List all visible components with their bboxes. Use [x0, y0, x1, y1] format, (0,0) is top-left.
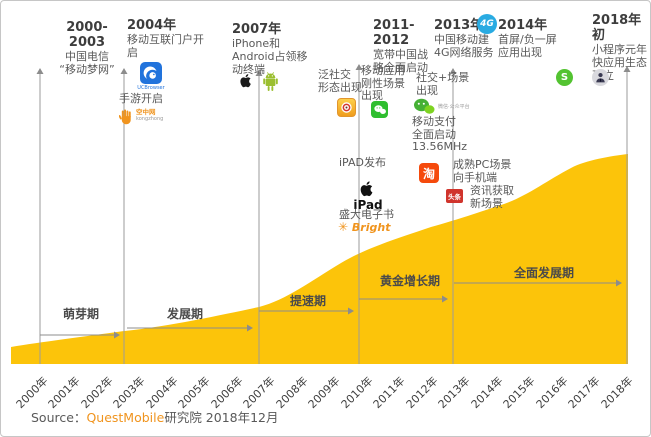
rigid-scene-note: 移动应用 刚性场景 出现: [361, 64, 405, 102]
era-2004: 2004年 移动互联门户开启: [127, 18, 211, 59]
source-prefix: Source：: [31, 410, 87, 425]
era-2018: 2018年初 小程序元年快应用生态建立: [592, 13, 650, 82]
hand-icon: [119, 109, 131, 125]
wechat-icon: [371, 101, 388, 118]
miniprogram-icon: S: [556, 69, 573, 86]
era-year: 2018年初: [592, 13, 642, 43]
wechat-platform-caption: 微信·公众平台: [438, 104, 470, 110]
miniprogram-icon-label: S: [560, 72, 569, 83]
apple-icon: [238, 71, 254, 89]
shanda-ebook-note: 盛大电子书: [339, 208, 394, 221]
kongzhong-logo: 空中网 kongzhong: [119, 109, 163, 125]
uc-browser-icon: [140, 62, 162, 84]
era-desc: 中国电信 “移动梦网”: [59, 50, 115, 76]
phase-label-3: 提速期: [289, 294, 326, 308]
pan-social-note: 泛社交 形态出现: [318, 68, 362, 94]
era-year: 2011-2012: [373, 18, 415, 48]
era-2000-2003: 2000-2003 中国电信 “移动梦网”: [49, 20, 125, 76]
uc-browser-label: UCBrowser: [137, 85, 165, 91]
era-year: 2000-2003: [66, 20, 108, 50]
era-year: 2007年: [232, 22, 282, 37]
era-desc: 中国移动建4G网络服务: [434, 33, 494, 59]
mobile-games-note: 手游开启: [119, 92, 163, 105]
era-2014: 2014年 首屏/负一屏应用出现: [498, 18, 564, 59]
era-2013: 2013年 中国移动建4G网络服务: [434, 18, 496, 59]
taobao-icon-label: 淘: [422, 166, 435, 181]
kongzhong-en-label: kongzhong: [136, 116, 164, 122]
era-year: 2004年: [127, 18, 177, 33]
sun-icon: ✳: [338, 220, 349, 234]
kongzhong-cn-label: 空中网: [136, 108, 156, 116]
pc-to-mobile-note: 成熟PC场景 向手机端: [453, 158, 512, 184]
ipad-label: iPad: [353, 198, 383, 212]
toutiao-icon-label: 头条: [448, 193, 461, 201]
era-year: 2013年: [434, 18, 484, 33]
era-year: 2014年: [498, 18, 548, 33]
news-scene-note: 资讯获取 新场景: [470, 184, 514, 210]
era-2007: 2007年iPhone和Android占领移动终端: [232, 22, 312, 76]
taobao-icon: 淘: [419, 163, 439, 183]
source-suffix: 研究院 2018年12月: [164, 410, 279, 425]
apple-icon: [358, 178, 376, 198]
era-desc: 宽带中国战略全面启动: [373, 48, 428, 74]
era-desc: 移动互联门户开启: [127, 33, 204, 59]
bright-logo: ✳ Bright: [338, 220, 390, 234]
phase-label-1: 萌芽期: [62, 307, 99, 321]
person-icon: [592, 69, 609, 86]
toutiao-icon: 头条: [446, 189, 463, 203]
4g-icon-label: 4G: [480, 19, 494, 29]
era-desc: 首屏/负一屏应用出现: [498, 33, 557, 59]
era-2011-2012: 2011-2012 宽带中国战略全面启动: [373, 18, 433, 74]
weibo-icon: [337, 98, 356, 117]
era-desc: iPhone和Android占领移动终端: [232, 37, 308, 76]
source-line: Source：QuestMobile研究院 2018年12月: [31, 407, 279, 426]
mobile-payment-note: 移动支付 全面启动 13.56MHz: [412, 115, 468, 153]
uc-squirrel-glyph: [143, 66, 157, 79]
phase-label-5: 全面发展期: [513, 266, 574, 280]
4g-icon: 4G: [477, 14, 497, 34]
bright-label: Bright: [351, 221, 391, 234]
source-brand: QuestMobile: [86, 410, 165, 425]
android-icon: [261, 71, 280, 92]
wechat-bubbles-icon: [413, 98, 435, 115]
phase-label-4: 黄金增长期: [379, 274, 440, 288]
social-scene-note: 社交+场景 出现: [416, 71, 470, 97]
growth-area: [11, 154, 628, 364]
ipad-release-note: iPAD发布: [339, 156, 386, 169]
phase-label-2: 发展期: [166, 307, 203, 321]
